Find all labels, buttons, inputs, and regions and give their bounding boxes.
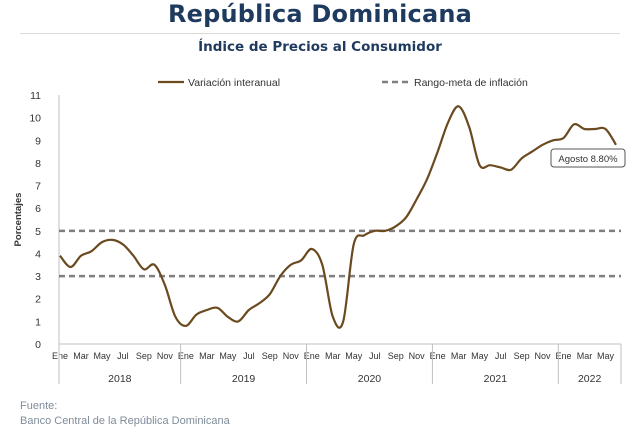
x-month-label: Ene [52,351,68,361]
x-month-label: Sep [514,351,530,361]
y-tick-label: 2 [35,294,41,306]
annotation-label: Agosto 8.80% [558,154,618,165]
x-month-label: May [471,351,489,361]
x-month-label: Jul [243,351,255,361]
x-month-label: May [597,351,615,361]
x-year-label: 2018 [108,373,132,385]
x-month-label: Ene [430,351,446,361]
x-month-label: Jul [495,351,507,361]
x-month-label: May [219,351,237,361]
y-tick-label: 10 [29,113,41,125]
y-tick-label: 0 [35,339,41,351]
x-month-label: Nov [535,351,552,361]
series-line-variacion [59,105,617,329]
y-axis-label: Porcentajes [13,193,24,247]
title-divider [20,33,620,34]
y-tick-label: 4 [35,248,41,260]
footer-source-text: Banco Central de la República Dominicana [20,415,230,427]
x-month-label: Sep [262,351,278,361]
x-month-label: Mar [325,351,341,361]
x-month-label: May [345,351,363,361]
y-tick-label: 6 [35,203,41,215]
page-title: República Dominicana [167,0,473,28]
chart-subtitle: Índice de Precios al Consumidor [198,39,442,55]
footer-source-label: Fuente: [20,400,58,412]
x-month-label: Nov [157,351,174,361]
x-month-label: Nov [409,351,426,361]
x-month-label: Ene [556,351,572,361]
x-month-label: Ene [304,351,320,361]
x-month-label: Jul [117,351,129,361]
x-year-label: 2019 [232,373,256,385]
x-year-label: 2021 [484,373,508,385]
x-month-label: Mar [199,351,215,361]
y-tick-label: 1 [35,316,41,328]
x-year-label: 2020 [358,373,382,385]
y-tick-label: 5 [35,226,41,238]
x-month-label: Mar [73,351,89,361]
x-month-label: Ene [178,351,194,361]
x-month-label: Sep [388,351,404,361]
y-tick-label: 7 [35,181,41,193]
x-month-label: Jul [369,351,381,361]
x-year-label: 2022 [578,373,602,385]
y-tick-label: 9 [35,135,41,147]
y-tick-label: 11 [30,90,41,102]
y-tick-label: 8 [35,158,41,170]
legend-label-variacion: Variación interanual [188,77,280,89]
x-month-label: May [93,351,111,361]
x-month-label: Sep [136,351,152,361]
x-month-label: Nov [283,351,300,361]
y-tick-label: 3 [35,271,41,283]
annotation-box [550,148,626,168]
legend-label-rango: Rango-meta de inflación [414,77,528,89]
x-month-label: Mar [577,351,593,361]
x-month-label: Mar [451,351,467,361]
